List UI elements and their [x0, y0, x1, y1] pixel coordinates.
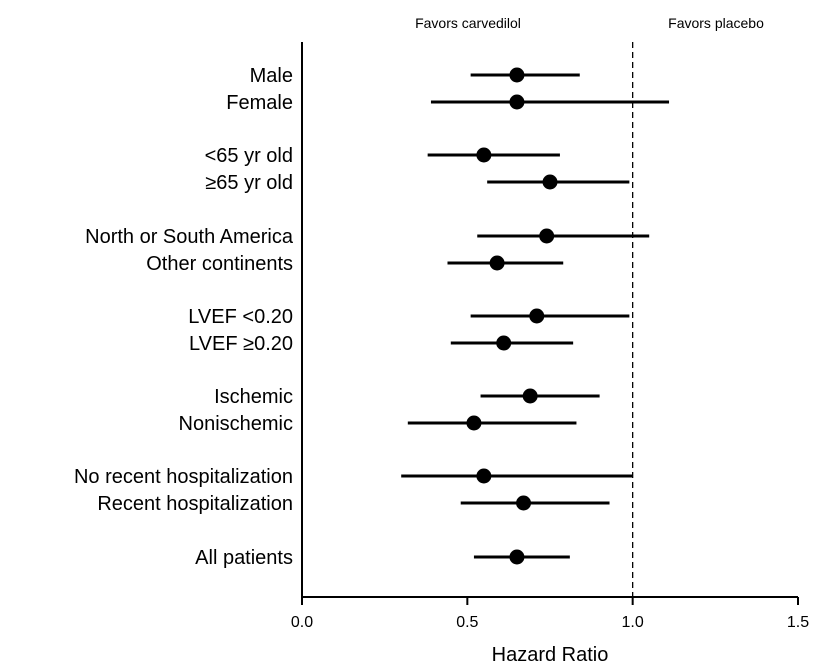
- x-tick-label: 1.5: [787, 614, 809, 631]
- forest-row: All patients: [195, 547, 570, 569]
- row-label: <65 yr old: [205, 145, 293, 167]
- row-label: North or South America: [85, 226, 294, 248]
- row-label: Male: [250, 65, 293, 87]
- row-label: LVEF <0.20: [188, 306, 293, 328]
- row-label: Recent hospitalization: [97, 493, 293, 515]
- hazard-ratio-point: [476, 468, 492, 484]
- x-tick-label: 1.0: [622, 614, 644, 631]
- row-label: No recent hospitalization: [74, 466, 293, 488]
- forest-rows: Male Female <65 yr old ≥65 yr old North or S…: [74, 65, 670, 569]
- hazard-ratio-point: [542, 174, 558, 190]
- forest-row: Male: [250, 65, 580, 87]
- hazard-ratio-point: [529, 308, 545, 324]
- forest-row: Nonischemic: [179, 413, 577, 435]
- hazard-ratio-point: [476, 147, 492, 163]
- forest-row: ≥65 yr old: [205, 172, 630, 194]
- x-tick-label: 0.0: [291, 614, 313, 631]
- hazard-ratio-point: [509, 94, 525, 110]
- row-label: Female: [226, 92, 293, 114]
- favors-carvedilol-label: Favors carvedilol: [415, 15, 521, 31]
- forest-row: LVEF ≥0.20: [189, 333, 574, 355]
- forest-row: <65 yr old: [205, 145, 560, 167]
- forest-row: Other continents: [146, 253, 564, 275]
- row-label: Ischemic: [214, 386, 293, 408]
- hazard-ratio-point: [522, 388, 538, 404]
- x-ticks: 0.0 0.5 1.0 1.5: [291, 597, 809, 631]
- hazard-ratio-point: [539, 228, 555, 244]
- row-label: Nonischemic: [179, 413, 293, 435]
- row-label: LVEF ≥0.20: [189, 333, 293, 355]
- row-label: ≥65 yr old: [205, 172, 293, 194]
- hazard-ratio-point: [496, 335, 512, 351]
- forest-row: Recent hospitalization: [97, 493, 610, 515]
- forest-row: Ischemic: [214, 386, 600, 408]
- forest-row: Female: [226, 92, 670, 114]
- x-tick-label: 0.5: [456, 614, 478, 631]
- row-label: Other continents: [146, 253, 293, 275]
- forest-row: No recent hospitalization: [74, 466, 633, 488]
- hazard-ratio-point: [516, 495, 532, 511]
- hazard-ratio-point: [509, 549, 525, 565]
- favors-placebo-label: Favors placebo: [668, 15, 764, 31]
- x-axis-title: Hazard Ratio: [492, 644, 609, 666]
- forest-row: LVEF <0.20: [188, 306, 630, 328]
- hazard-ratio-point: [509, 67, 525, 83]
- hazard-ratio-point: [489, 255, 505, 271]
- forest-row: North or South America: [85, 226, 650, 248]
- hazard-ratio-point: [466, 415, 482, 431]
- row-label: All patients: [195, 547, 293, 569]
